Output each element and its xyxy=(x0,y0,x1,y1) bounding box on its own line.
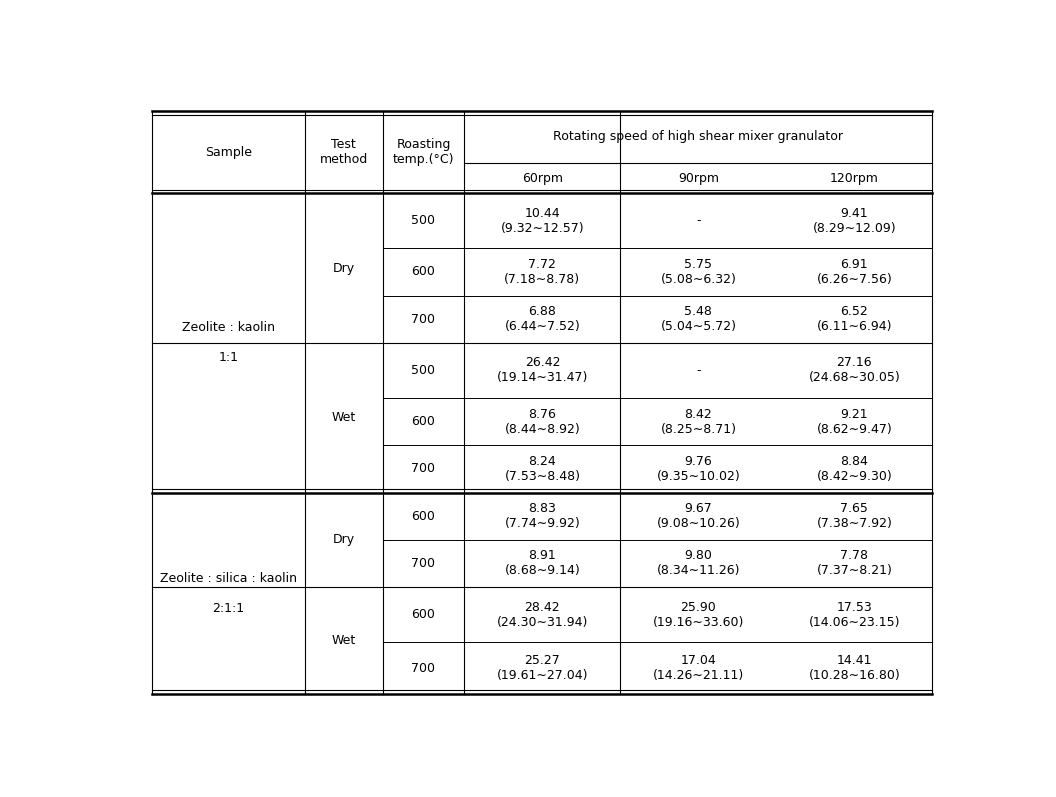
Text: 9.67
(9.08∼10.26): 9.67 (9.08∼10.26) xyxy=(657,502,740,530)
Text: 25.90
(19.16∼33.60): 25.90 (19.16∼33.60) xyxy=(653,601,744,629)
Text: Wet: Wet xyxy=(332,411,356,424)
Text: 6.52
(6.11∼6.94): 6.52 (6.11∼6.94) xyxy=(816,305,892,333)
Text: 8.24
(7.53∼8.48): 8.24 (7.53∼8.48) xyxy=(505,455,581,483)
Text: Zeolite : silica : kaolin

2:1:1: Zeolite : silica : kaolin 2:1:1 xyxy=(161,571,297,614)
Text: 5.75
(5.08∼6.32): 5.75 (5.08∼6.32) xyxy=(660,258,736,286)
Text: 27.16
(24.68∼30.05): 27.16 (24.68∼30.05) xyxy=(809,356,901,384)
Text: 90rpm: 90rpm xyxy=(678,171,719,185)
Text: 25.27
(19.61∼27.04): 25.27 (19.61∼27.04) xyxy=(496,654,588,682)
Text: 14.41
(10.28∼16.80): 14.41 (10.28∼16.80) xyxy=(809,654,901,682)
Text: 700: 700 xyxy=(412,312,435,326)
Text: Dry: Dry xyxy=(333,261,355,275)
Text: 8.42
(8.25∼8.71): 8.42 (8.25∼8.71) xyxy=(660,407,736,436)
Text: 17.53
(14.06∼23.15): 17.53 (14.06∼23.15) xyxy=(809,601,900,629)
Text: Roasting
temp.(°C): Roasting temp.(°C) xyxy=(393,138,454,167)
Text: 120rpm: 120rpm xyxy=(830,171,879,185)
Text: 8.91
(8.68∼9.14): 8.91 (8.68∼9.14) xyxy=(505,549,581,578)
Text: 7.72
(7.18∼8.78): 7.72 (7.18∼8.78) xyxy=(505,258,581,286)
Text: 5.48
(5.04∼5.72): 5.48 (5.04∼5.72) xyxy=(660,305,736,333)
Text: -: - xyxy=(696,364,701,377)
Text: 7.78
(7.37∼8.21): 7.78 (7.37∼8.21) xyxy=(816,549,892,578)
Text: 600: 600 xyxy=(412,415,435,428)
Text: 26.42
(19.14∼31.47): 26.42 (19.14∼31.47) xyxy=(496,356,588,384)
Text: 9.41
(8.29∼12.09): 9.41 (8.29∼12.09) xyxy=(812,207,897,235)
Text: Rotating speed of high shear mixer granulator: Rotating speed of high shear mixer granu… xyxy=(553,131,844,143)
Text: 700: 700 xyxy=(412,662,435,674)
Text: Dry: Dry xyxy=(333,533,355,546)
Text: 17.04
(14.26∼21.11): 17.04 (14.26∼21.11) xyxy=(653,654,744,682)
Text: 700: 700 xyxy=(412,557,435,570)
Text: 6.88
(6.44∼7.52): 6.88 (6.44∼7.52) xyxy=(505,305,581,333)
Text: 9.80
(8.34∼11.26): 9.80 (8.34∼11.26) xyxy=(657,549,740,578)
Text: 600: 600 xyxy=(412,608,435,621)
Text: 600: 600 xyxy=(412,510,435,523)
Text: 7.65
(7.38∼7.92): 7.65 (7.38∼7.92) xyxy=(816,502,892,530)
Text: Zeolite : kaolin

1:1: Zeolite : kaolin 1:1 xyxy=(182,321,275,364)
Text: 500: 500 xyxy=(412,364,435,377)
Text: Wet: Wet xyxy=(332,634,356,647)
Text: -: - xyxy=(696,214,701,227)
Text: 700: 700 xyxy=(412,462,435,475)
Text: Test
method: Test method xyxy=(319,138,367,167)
Text: 600: 600 xyxy=(412,265,435,278)
Text: 8.84
(8.42∼9.30): 8.84 (8.42∼9.30) xyxy=(816,455,892,483)
Text: 10.44
(9.32∼12.57): 10.44 (9.32∼12.57) xyxy=(501,207,584,235)
Text: 9.76
(9.35∼10.02): 9.76 (9.35∼10.02) xyxy=(657,455,740,483)
Text: 60rpm: 60rpm xyxy=(522,171,563,185)
Text: 6.91
(6.26∼7.56): 6.91 (6.26∼7.56) xyxy=(816,258,892,286)
Text: Sample: Sample xyxy=(205,146,252,159)
Text: 9.21
(8.62∼9.47): 9.21 (8.62∼9.47) xyxy=(816,407,892,436)
Text: 500: 500 xyxy=(412,214,435,227)
Text: 8.83
(7.74∼9.92): 8.83 (7.74∼9.92) xyxy=(505,502,581,530)
Text: 28.42
(24.30∼31.94): 28.42 (24.30∼31.94) xyxy=(496,601,588,629)
Text: 8.76
(8.44∼8.92): 8.76 (8.44∼8.92) xyxy=(505,407,581,436)
